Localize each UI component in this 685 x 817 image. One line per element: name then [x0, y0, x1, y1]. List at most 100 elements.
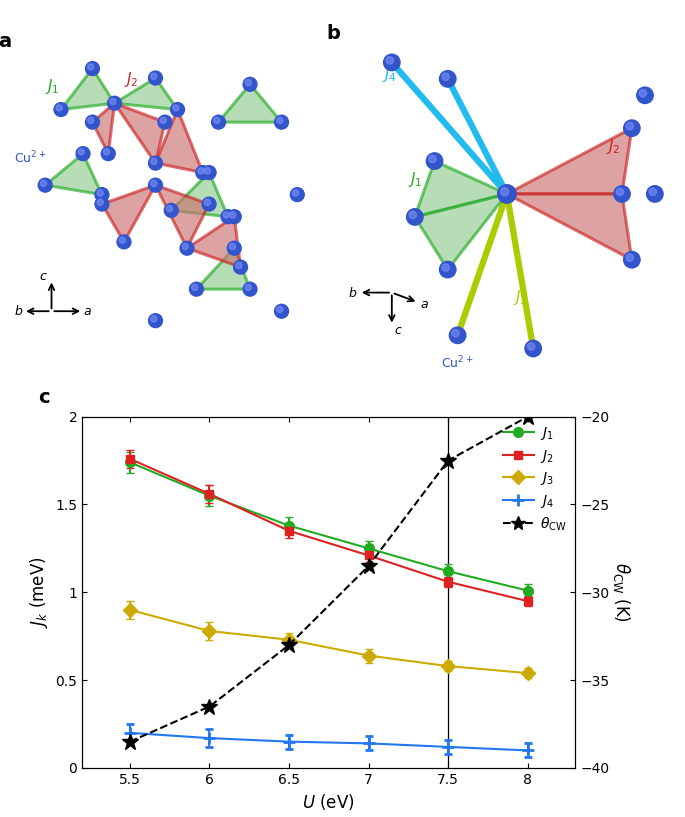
Circle shape — [192, 284, 198, 291]
Circle shape — [277, 118, 283, 123]
Text: $a$: $a$ — [421, 297, 429, 310]
Circle shape — [639, 90, 647, 97]
Circle shape — [97, 190, 103, 196]
Circle shape — [151, 74, 157, 79]
Circle shape — [101, 147, 115, 161]
Polygon shape — [102, 185, 155, 242]
Circle shape — [452, 329, 459, 337]
Circle shape — [442, 73, 449, 81]
Circle shape — [527, 342, 535, 350]
Circle shape — [171, 103, 184, 117]
Circle shape — [229, 212, 236, 218]
Polygon shape — [45, 154, 102, 194]
Circle shape — [108, 96, 121, 110]
Circle shape — [196, 166, 210, 180]
Circle shape — [442, 264, 449, 271]
Circle shape — [223, 212, 229, 218]
Circle shape — [440, 70, 456, 87]
Circle shape — [227, 210, 241, 224]
Polygon shape — [507, 128, 632, 194]
Circle shape — [214, 118, 220, 123]
Circle shape — [440, 261, 456, 278]
Text: c: c — [38, 387, 49, 407]
Text: $b$: $b$ — [14, 304, 23, 318]
Circle shape — [149, 178, 162, 192]
Circle shape — [95, 188, 109, 202]
Circle shape — [86, 115, 99, 129]
Text: $b$: $b$ — [348, 286, 357, 300]
Circle shape — [117, 235, 131, 249]
Text: $J_3$: $J_3$ — [514, 288, 528, 307]
Circle shape — [76, 147, 90, 161]
Circle shape — [623, 120, 640, 136]
Y-axis label: $\theta_\mathrm{CW}$ (K): $\theta_\mathrm{CW}$ (K) — [610, 562, 632, 623]
Circle shape — [180, 241, 194, 255]
Circle shape — [103, 149, 110, 155]
Circle shape — [429, 155, 436, 163]
Circle shape — [149, 156, 162, 170]
Circle shape — [384, 54, 400, 70]
Circle shape — [158, 115, 172, 129]
Circle shape — [277, 306, 283, 313]
Polygon shape — [155, 185, 209, 248]
Circle shape — [243, 282, 257, 296]
Circle shape — [626, 123, 634, 130]
Circle shape — [245, 284, 251, 291]
Circle shape — [190, 282, 203, 296]
Circle shape — [160, 118, 166, 123]
Circle shape — [275, 115, 288, 129]
Circle shape — [234, 260, 247, 274]
Text: $c$: $c$ — [39, 270, 48, 283]
Circle shape — [198, 167, 204, 174]
Polygon shape — [114, 78, 177, 109]
Circle shape — [166, 206, 173, 212]
Circle shape — [498, 185, 516, 203]
Circle shape — [227, 241, 241, 255]
Circle shape — [149, 71, 162, 85]
Text: $a$: $a$ — [84, 305, 92, 318]
Polygon shape — [61, 69, 114, 109]
Circle shape — [236, 262, 242, 269]
Circle shape — [202, 197, 216, 211]
Circle shape — [88, 64, 94, 70]
Circle shape — [173, 105, 179, 111]
Text: a: a — [0, 32, 11, 51]
Text: $c$: $c$ — [394, 324, 403, 337]
Text: $\mathrm{Cu}^{2+}$: $\mathrm{Cu}^{2+}$ — [441, 355, 473, 371]
Circle shape — [245, 79, 251, 86]
Circle shape — [164, 203, 178, 217]
Circle shape — [119, 237, 125, 243]
Circle shape — [56, 105, 62, 111]
Circle shape — [221, 210, 235, 224]
Circle shape — [647, 185, 663, 202]
Circle shape — [243, 78, 257, 92]
Polygon shape — [415, 194, 507, 270]
Text: b: b — [326, 25, 340, 43]
Circle shape — [275, 304, 288, 318]
Circle shape — [290, 188, 304, 202]
Circle shape — [54, 103, 68, 117]
Circle shape — [204, 167, 210, 174]
Circle shape — [149, 314, 162, 328]
Polygon shape — [92, 103, 114, 154]
Circle shape — [38, 178, 52, 192]
Circle shape — [292, 190, 299, 196]
Circle shape — [151, 316, 157, 322]
Polygon shape — [415, 161, 507, 217]
Circle shape — [86, 61, 99, 75]
Circle shape — [386, 56, 393, 64]
Circle shape — [202, 166, 216, 180]
Text: $J_2$: $J_2$ — [124, 70, 138, 89]
Polygon shape — [114, 103, 165, 163]
Circle shape — [110, 98, 116, 105]
Circle shape — [407, 208, 423, 225]
Circle shape — [623, 252, 640, 268]
Circle shape — [626, 254, 634, 261]
Polygon shape — [219, 84, 282, 123]
Text: $J_1$: $J_1$ — [408, 170, 423, 189]
Text: $\mathrm{Cu}^{2+}$: $\mathrm{Cu}^{2+}$ — [14, 150, 46, 166]
Circle shape — [78, 149, 84, 155]
X-axis label: $U$ (eV): $U$ (eV) — [303, 792, 355, 812]
Circle shape — [525, 340, 541, 357]
Text: $J_4$: $J_4$ — [382, 65, 397, 84]
